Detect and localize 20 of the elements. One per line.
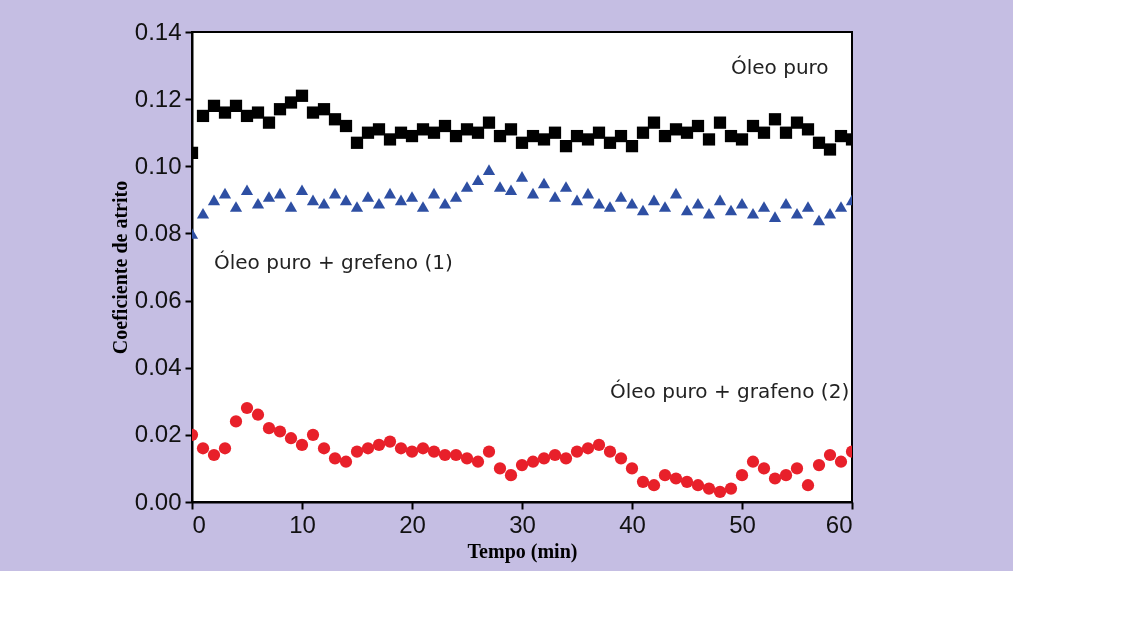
x-tick-label: 60	[825, 510, 853, 538]
x-tick-label: 30	[509, 510, 536, 538]
y-tick-label: 0.14	[134, 17, 182, 45]
y-axis-title: Coeficiente de atrito	[108, 180, 131, 355]
y-tick-label: 0.12	[134, 84, 182, 112]
series-label: Óleo puro + grefeno (1)	[214, 250, 453, 275]
x-tick-label: 50	[729, 510, 756, 538]
y-tick-label: 0.10	[134, 151, 182, 179]
x-tick-label: 20	[399, 510, 426, 538]
y-tick-label: 0.06	[134, 286, 182, 314]
y-tick-label: 0.04	[134, 353, 182, 381]
series-label: Óleo puro + grafeno (2)	[610, 379, 850, 403]
y-tick-label: 0.02	[134, 420, 182, 448]
series-label: Óleo puro	[731, 54, 829, 79]
x-tick-label: 10	[289, 510, 316, 538]
y-tick-label: 0.08	[134, 218, 182, 246]
y-tick-label: 0.00	[134, 487, 182, 515]
x-axis-title: Tempo (min)	[467, 539, 578, 563]
x-tick-label: 40	[619, 510, 646, 538]
x-tick-label: 0	[192, 510, 206, 538]
